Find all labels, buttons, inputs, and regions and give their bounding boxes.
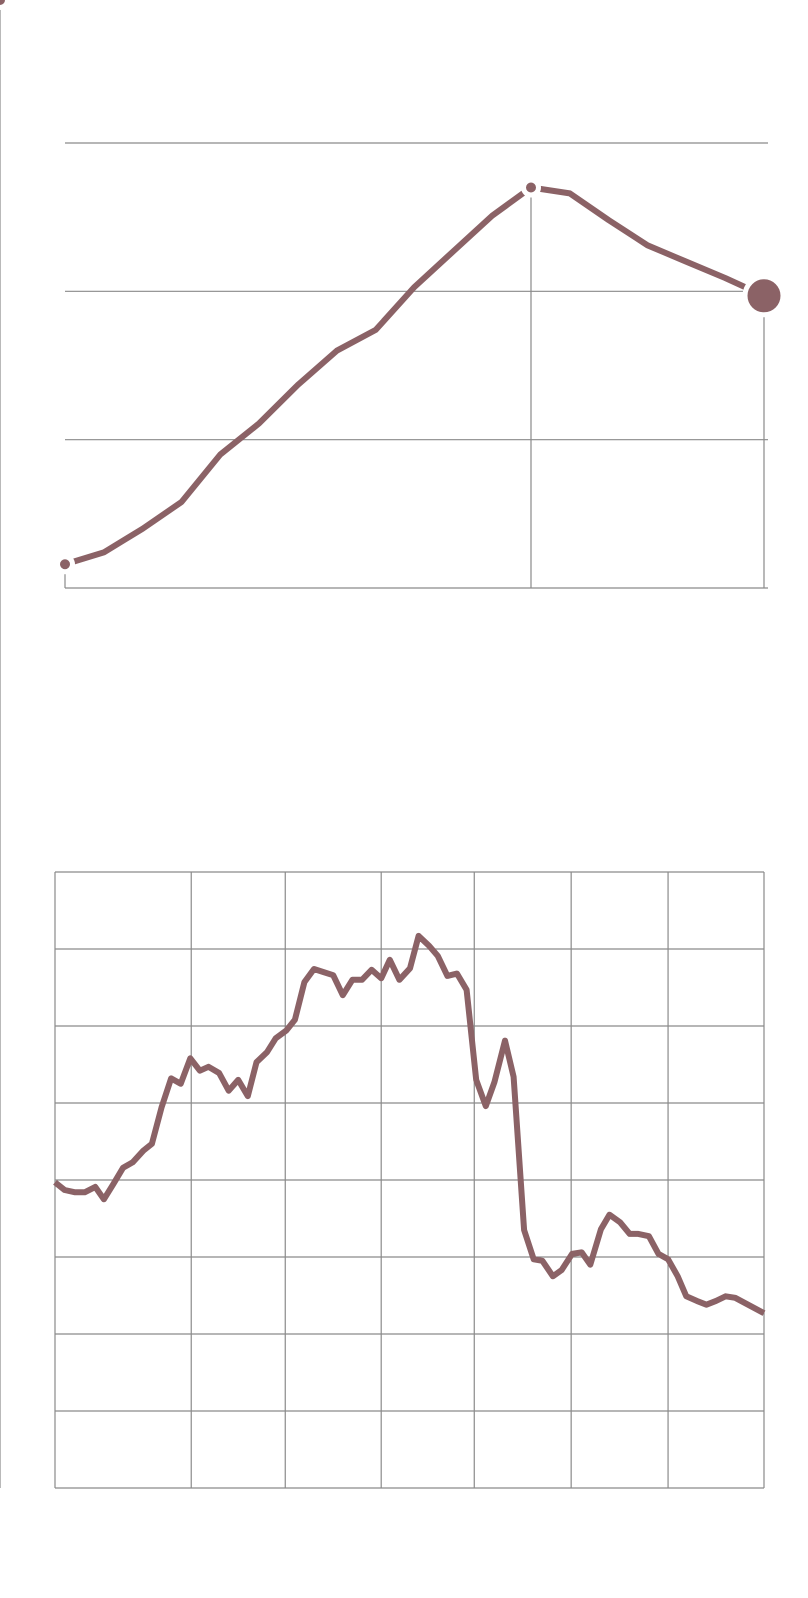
- point-marker: [55, 554, 75, 575]
- point-marker: [521, 177, 541, 198]
- line: [64, 184, 766, 568]
- point-marker: [742, 274, 786, 318]
- point-marker: [0, 0, 10, 10]
- line: [53, 932, 766, 1316]
